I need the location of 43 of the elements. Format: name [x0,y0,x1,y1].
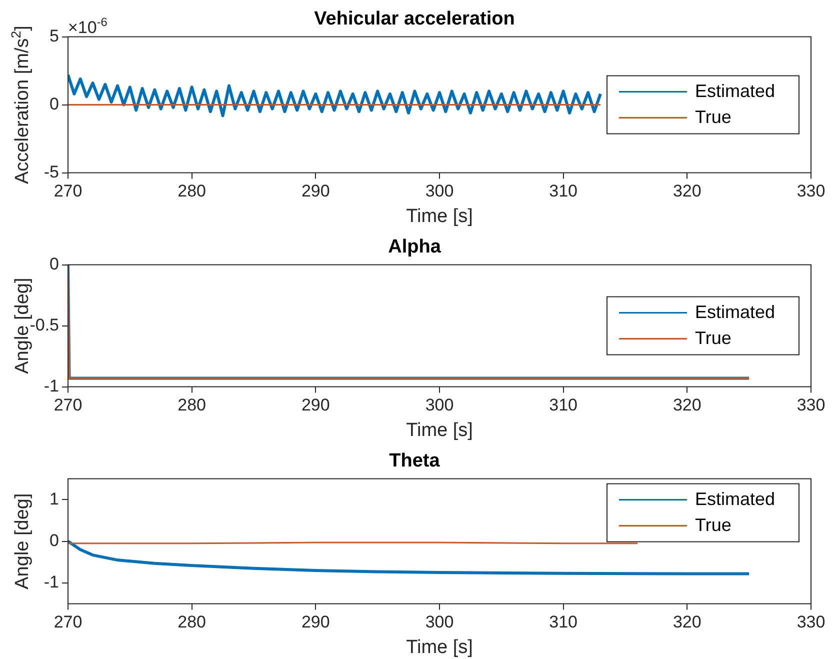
x-tick-label: 330 [796,396,826,415]
x-tick-label: 300 [425,182,454,201]
x-tick-label: 330 [796,182,826,201]
x-tick-label: 310 [549,396,578,415]
x-axis-title: Time [s] [406,206,473,227]
x-tick-label: 290 [301,182,330,201]
legend-label: Estimated [695,80,776,101]
x-tick-label: 320 [672,396,702,415]
x-tick-label: 330 [796,612,826,632]
y-axis-title: Angle [deg] [12,493,33,590]
y-tick-label: 0 [50,530,59,550]
y-tick-label: -5 [44,162,59,182]
chart-title: Alpha [388,236,442,258]
x-tick-label: 290 [301,612,330,632]
x-tick-label: 310 [549,612,578,632]
x-tick-label: 280 [178,612,206,632]
x-tick-label: 280 [178,182,206,201]
y-tick-label: -1 [44,572,59,592]
legend-label: True [695,106,732,127]
legend-label: True [695,514,732,535]
y-tick-label: 5 [50,26,59,46]
chart-title: Theta [389,450,440,472]
x-tick-label: 300 [425,396,454,415]
x-tick-label: 280 [178,396,206,415]
chart-title: Vehicular acceleration [314,8,515,30]
x-tick-label: 270 [54,612,82,632]
legend-label: Estimated [695,302,776,322]
x-axis-title: Time [s] [406,636,473,658]
x-tick-label: 270 [54,396,82,415]
x-tick-label: 300 [425,612,454,632]
y-axis-title: Acceleration [m/s2] [8,26,33,184]
y-tick-label: -1 [44,376,59,396]
x-tick-label: 270 [54,182,82,201]
x-tick-label: 310 [549,182,578,201]
x-tick-label: 290 [301,396,330,415]
y-tick-label: 1 [50,489,59,508]
x-axis-title: Time [s] [406,420,473,441]
x-tick-label: 320 [672,612,702,632]
x-tick-label: 320 [672,182,702,201]
legend-label: True [695,328,732,348]
y-tick-label: 0 [50,94,59,114]
legend-label: Estimated [695,488,776,509]
y-tick-label: 0 [50,254,59,274]
